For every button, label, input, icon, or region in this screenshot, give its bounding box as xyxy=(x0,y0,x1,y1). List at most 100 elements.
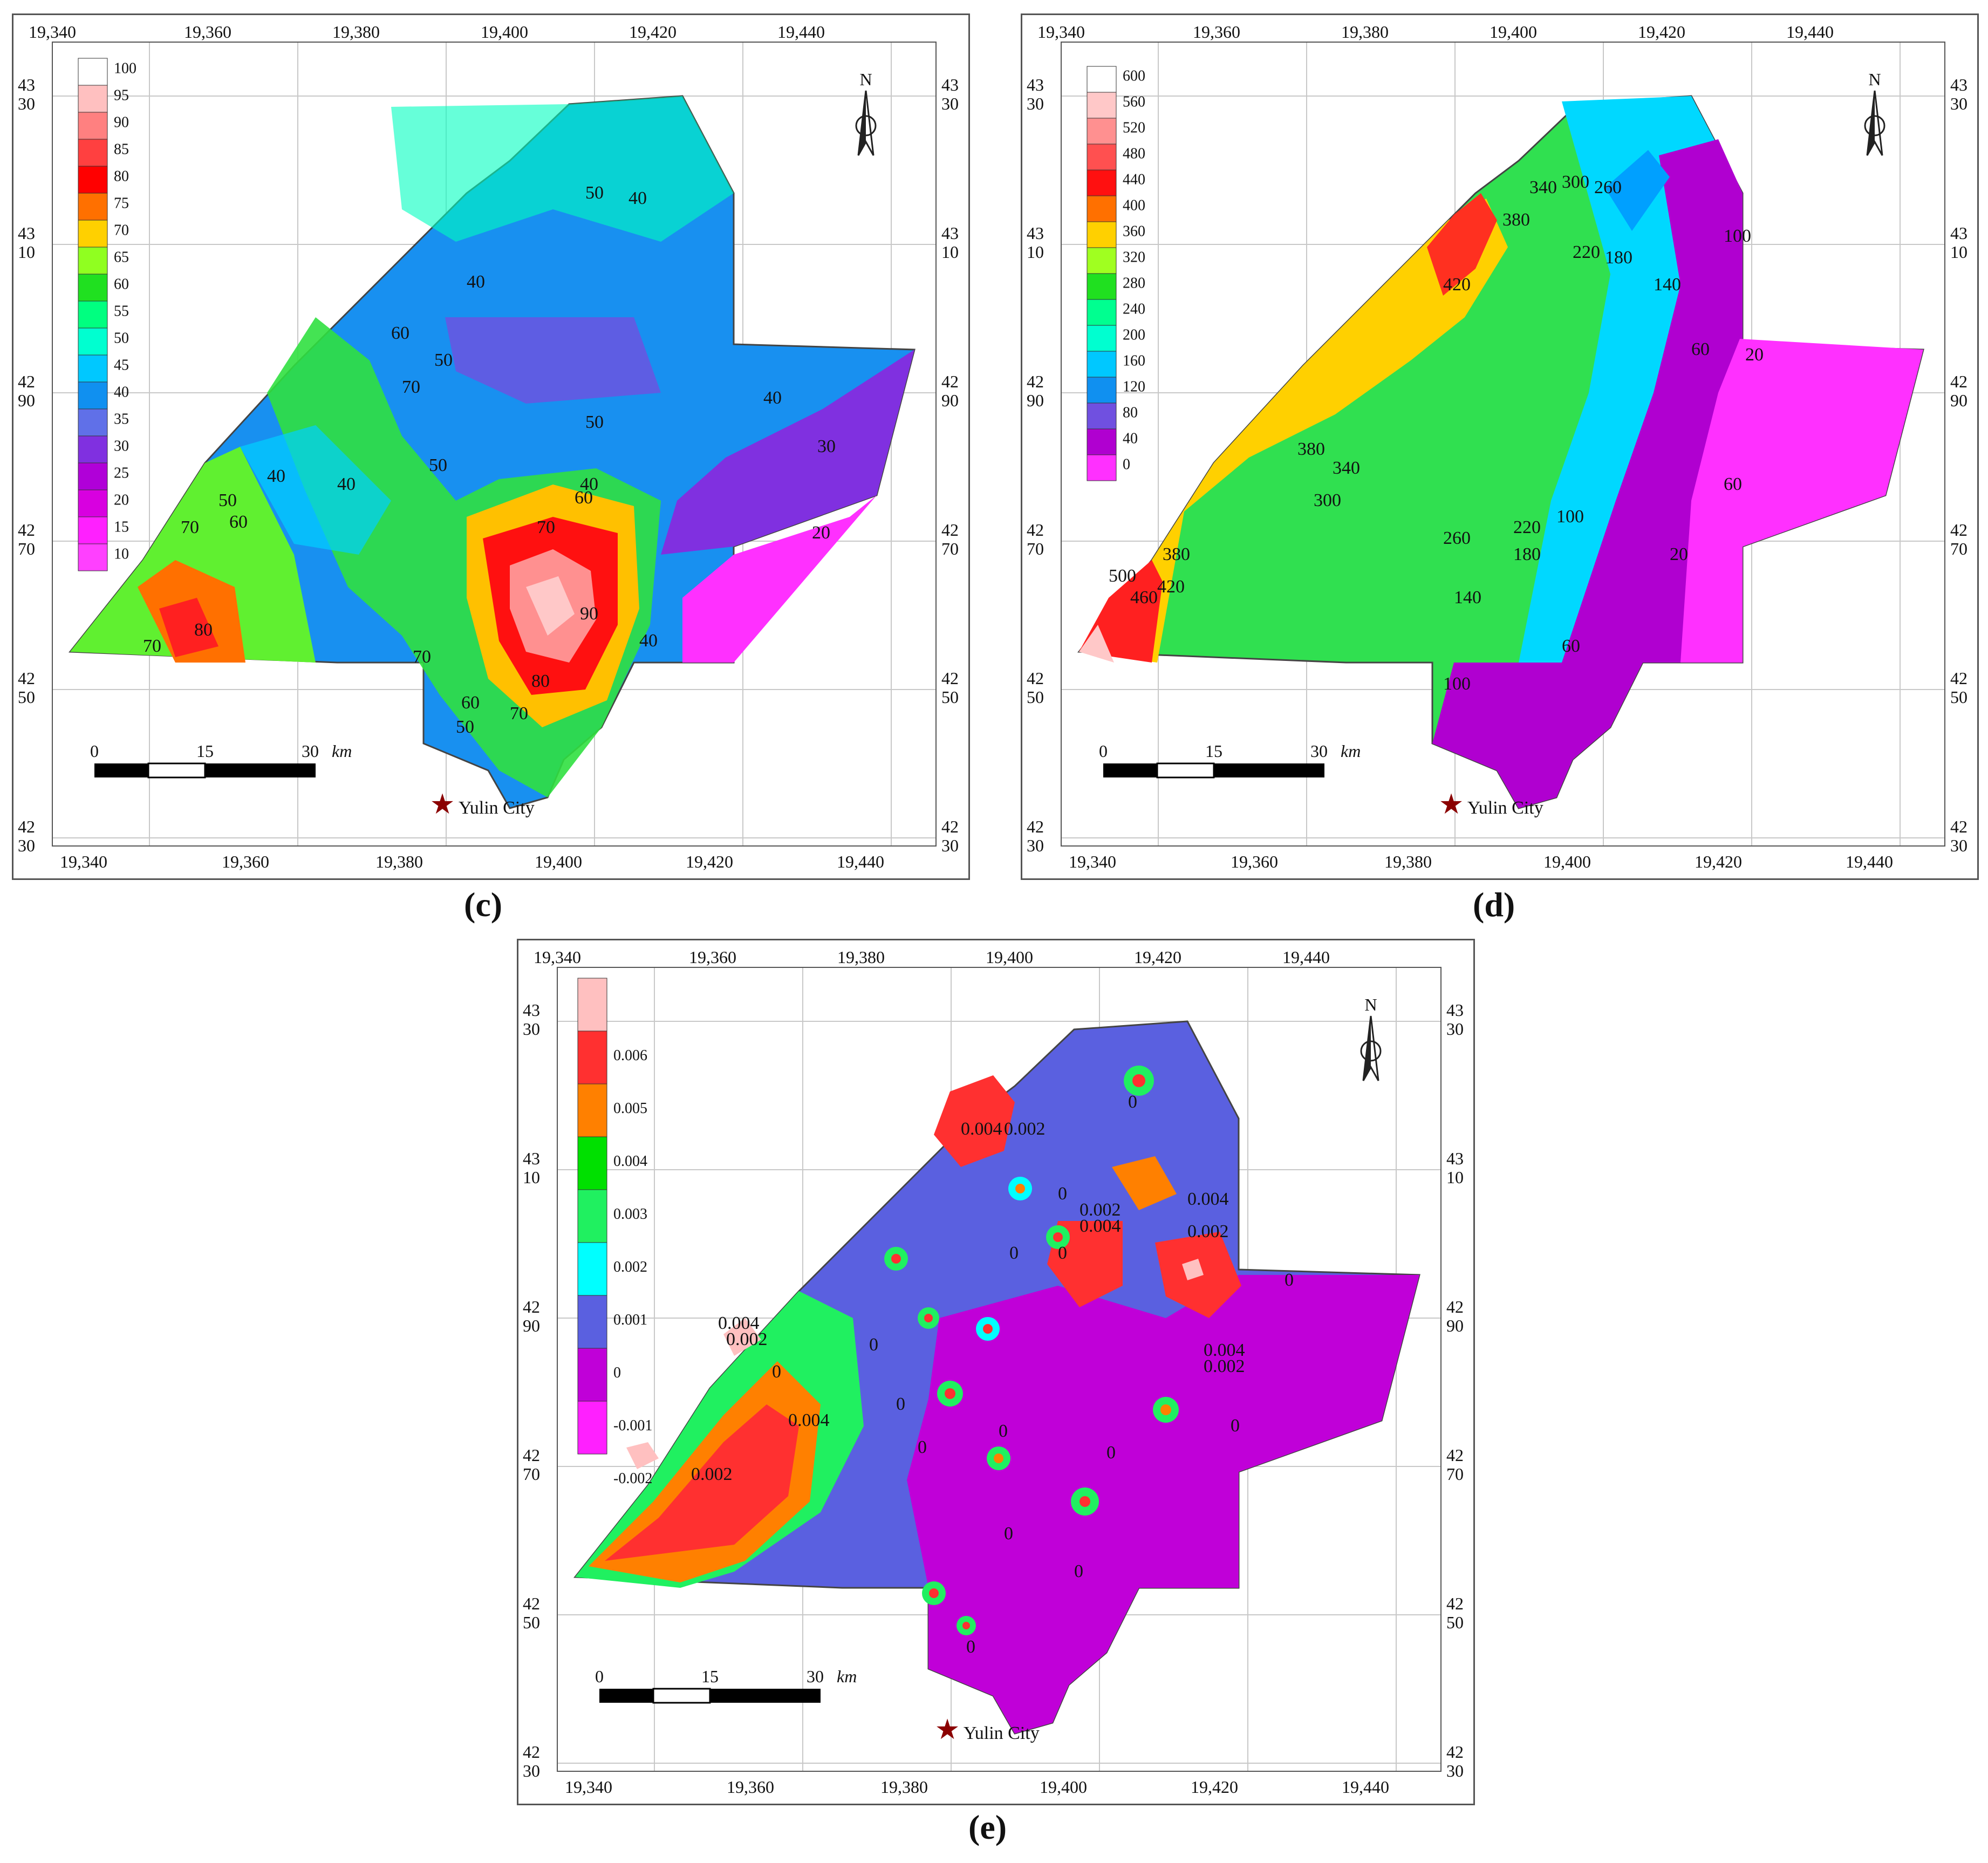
y-tick: 42 xyxy=(18,372,35,391)
scale-label: 30 xyxy=(1310,741,1328,761)
contour-label: 50 xyxy=(456,717,474,737)
legend-label: 90 xyxy=(114,114,129,131)
x-tick: 19,440 xyxy=(1786,22,1834,42)
contour-label: 260 xyxy=(1594,178,1622,197)
contour-label: 100 xyxy=(1443,674,1471,694)
y-ticks-left-c: 43 30 43 10 42 90 42 70 42 50 42 30 xyxy=(18,75,35,855)
legend-swatch xyxy=(577,1083,607,1137)
legend-label: 65 xyxy=(114,249,129,266)
y-tick: 70 xyxy=(18,539,35,558)
y-tick: 42 xyxy=(1950,520,1967,540)
y-tick: 42 xyxy=(18,817,35,836)
legend-swatch xyxy=(577,1242,607,1296)
contour-label: 0 xyxy=(869,1335,878,1355)
x-tick: 19,440 xyxy=(777,22,825,42)
x-tick: 19,340 xyxy=(60,852,107,871)
contour-label: 0.002 xyxy=(1004,1119,1046,1139)
legend-swatch xyxy=(78,435,108,463)
scale-bar: 0 15 30 km xyxy=(595,1667,857,1704)
contour-label: 70 xyxy=(413,647,431,667)
contour-label: 380 xyxy=(1297,439,1325,459)
contour-label: 100 xyxy=(1724,226,1751,246)
legend-swatch xyxy=(78,354,108,383)
legend-swatch xyxy=(1087,92,1117,119)
contour-label: 0.002 xyxy=(1187,1221,1229,1241)
legend-label: 0 xyxy=(613,1364,621,1381)
legend-swatch xyxy=(577,978,607,1032)
contour-label: 60 xyxy=(229,512,248,532)
scale-unit: km xyxy=(1341,741,1361,761)
contour-label: 0.004 xyxy=(788,1410,830,1430)
contour-label: 50 xyxy=(434,350,453,370)
legend-label: 40 xyxy=(1123,430,1138,447)
north-arrow-icon: N xyxy=(855,70,877,156)
y-tick: 30 xyxy=(1027,94,1044,113)
legend-label: 30 xyxy=(114,438,129,455)
legend-label: 20 xyxy=(114,492,129,509)
x-tick: 19,400 xyxy=(986,947,1033,967)
contour-label: 220 xyxy=(1513,517,1541,537)
y-tick: 42 xyxy=(523,1742,540,1762)
y-tick: 30 xyxy=(1950,94,1967,113)
x-tick: 19,440 xyxy=(837,852,884,871)
city-marker: ★ Yulin City xyxy=(935,1715,1040,1745)
contour-labels-c: 50 40 40 60 50 70 40 50 40 30 40 40 50 6… xyxy=(143,183,836,737)
x-tick: 19,340 xyxy=(534,947,581,967)
contour-label: 0 xyxy=(1285,1270,1294,1290)
legend-label: 95 xyxy=(114,87,129,104)
y-tick: 43 xyxy=(1027,223,1044,243)
contour-label: 0.002 xyxy=(726,1329,768,1349)
y-tick: 70 xyxy=(1950,539,1967,558)
map-panel-d: 340 300 260 380 220 180 100 420 140 60 2… xyxy=(1021,13,1979,880)
y-tick: 42 xyxy=(1446,1297,1464,1316)
y-tick: 50 xyxy=(1027,687,1044,707)
contour-label: 420 xyxy=(1443,275,1471,295)
y-tick: 42 xyxy=(1950,817,1967,836)
contour-label: 60 xyxy=(1691,339,1710,359)
y-tick: 43 xyxy=(523,1149,540,1168)
y-tick: 70 xyxy=(941,539,959,558)
contour-label: 500 xyxy=(1109,566,1136,586)
contour-label: 0 xyxy=(966,1637,975,1657)
legend-swatch xyxy=(78,381,108,410)
x-tick: 19,360 xyxy=(222,852,269,871)
legend-swatch xyxy=(78,327,108,356)
y-tick: 42 xyxy=(18,668,35,688)
legend-label: 60 xyxy=(114,276,129,293)
y-tick: 43 xyxy=(523,1000,540,1020)
map-svg-e: 0 0.004 0.002 0.004 0 0.002 0.004 0.002 … xyxy=(523,947,1464,1797)
scale-label: 15 xyxy=(701,1667,719,1686)
contour-label: 300 xyxy=(1562,172,1589,192)
legend-label: 55 xyxy=(114,303,129,320)
contour-label: 20 xyxy=(1670,544,1688,564)
legend-label: 15 xyxy=(114,519,129,536)
legend-label: 25 xyxy=(114,465,129,482)
panel-caption: (c) xyxy=(464,885,503,924)
scale-label: 0 xyxy=(1099,741,1108,761)
contour-label: 420 xyxy=(1157,577,1185,597)
y-tick: 43 xyxy=(941,223,959,243)
y-tick: 50 xyxy=(18,687,35,707)
legend-swatch xyxy=(78,543,108,571)
contour-label: 40 xyxy=(337,474,356,494)
legend-label: 0.005 xyxy=(613,1100,647,1117)
legend-label: 0 xyxy=(1123,456,1130,473)
x-tick: 19,340 xyxy=(1069,852,1116,871)
legend-label: 0.003 xyxy=(613,1206,647,1223)
y-tick: 30 xyxy=(1950,836,1967,855)
legend-label: 45 xyxy=(114,357,129,374)
legend-swatch xyxy=(1087,273,1117,300)
map-svg-c: 50 40 40 60 50 70 40 50 40 30 40 40 50 6… xyxy=(18,22,959,871)
contour-label: 0 xyxy=(999,1421,1008,1441)
x-tick: 19,380 xyxy=(880,1777,928,1797)
contour-label: 0.004 xyxy=(718,1313,760,1333)
contour-label: 40 xyxy=(763,388,782,408)
y-tick: 42 xyxy=(941,668,959,688)
contour-label: 180 xyxy=(1605,248,1632,268)
legend-swatch xyxy=(577,1031,607,1084)
x-ticks-bottom-c: 19,340 19,360 19,380 19,400 19,420 19,44… xyxy=(60,852,884,871)
y-tick: 50 xyxy=(523,1613,540,1632)
x-tick: 19,400 xyxy=(1040,1777,1087,1797)
legend-label: 120 xyxy=(1123,378,1145,395)
legend-swatch xyxy=(78,247,108,275)
